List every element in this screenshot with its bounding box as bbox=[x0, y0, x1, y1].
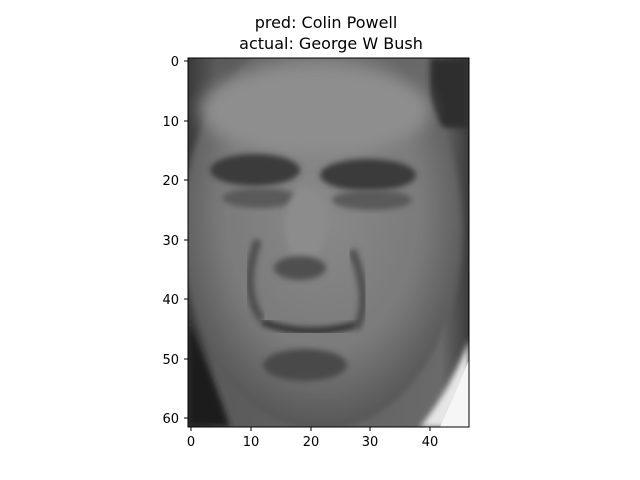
y-tick-label: 40 bbox=[162, 293, 179, 308]
x-tick-label: 20 bbox=[303, 435, 320, 450]
x-axis: 0 10 20 30 40 bbox=[187, 427, 438, 450]
y-tick-label: 0 bbox=[171, 55, 179, 70]
y-tick-label: 60 bbox=[162, 412, 179, 427]
x-tick-label: 10 bbox=[243, 435, 260, 450]
y-tick-label: 10 bbox=[162, 115, 179, 130]
axes-frame bbox=[187, 57, 470, 428]
y-tick-label: 30 bbox=[162, 234, 179, 249]
x-tick-label: 40 bbox=[422, 435, 439, 450]
title-actual: actual: George W Bush bbox=[239, 34, 423, 53]
y-axis: 0 10 20 30 40 50 60 bbox=[162, 55, 188, 427]
title-pred: pred: Colin Powell bbox=[255, 13, 398, 32]
x-tick-label: 30 bbox=[362, 435, 379, 450]
face-image bbox=[188, 58, 469, 427]
x-tick-label: 0 bbox=[187, 435, 195, 450]
y-tick-label: 20 bbox=[162, 174, 179, 189]
y-tick-label: 50 bbox=[162, 353, 179, 368]
